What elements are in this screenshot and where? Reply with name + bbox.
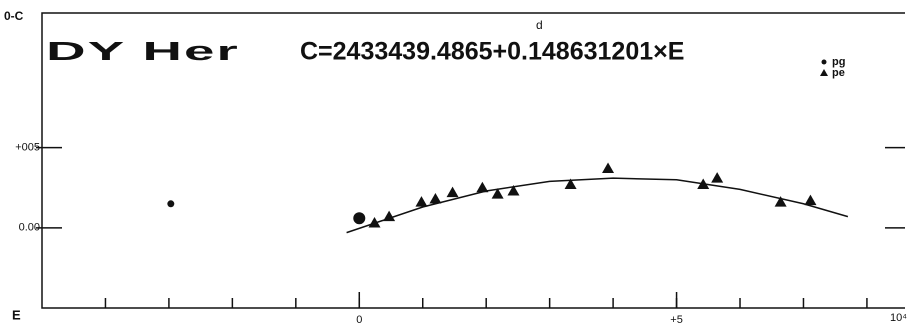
point-pe	[415, 196, 428, 207]
x-tick-label: +5	[670, 314, 683, 326]
x-axis-unit: 10⁴	[890, 312, 907, 324]
point-pe	[697, 178, 710, 190]
point-pe	[602, 162, 615, 174]
point-pe	[491, 188, 504, 199]
point-pe	[804, 194, 817, 206]
y-axis-label: 0-C	[4, 9, 24, 23]
point-pg	[353, 212, 366, 225]
point-pe	[774, 196, 787, 207]
legend-label: pe	[832, 67, 845, 79]
point-pe	[564, 178, 577, 190]
legend-marker	[820, 69, 828, 76]
fit-curve	[346, 177, 849, 234]
point-pe	[383, 210, 396, 222]
point-pe	[507, 184, 520, 196]
axis-frame	[41, 12, 905, 309]
y-tick-label: 0.00	[19, 222, 40, 234]
formula-superscript: d	[536, 18, 543, 32]
point-pe	[446, 186, 459, 198]
chart-title: DY Her	[46, 37, 240, 66]
point-pe	[476, 181, 489, 193]
point-pg	[167, 200, 175, 208]
legend-label: pg	[832, 56, 845, 68]
y-tick-label: +005	[15, 142, 40, 154]
formula: C=2433439.4865+0.148631201×E	[300, 38, 684, 66]
point-pe	[429, 192, 442, 204]
x-tick-label: 0	[356, 314, 362, 326]
legend-marker	[821, 59, 827, 65]
point-pe	[368, 217, 381, 228]
x-axis-label: E	[12, 307, 21, 322]
point-pe	[711, 172, 724, 183]
